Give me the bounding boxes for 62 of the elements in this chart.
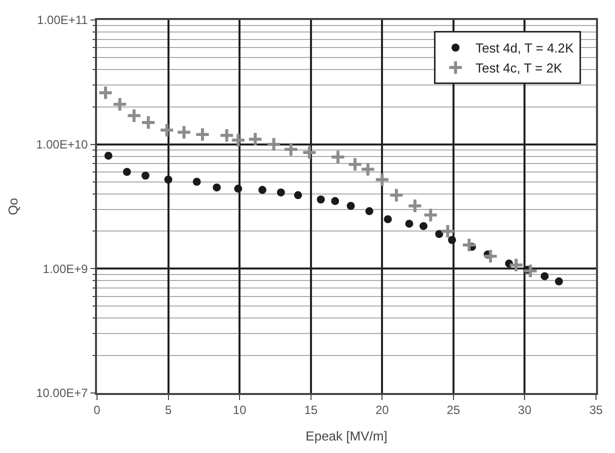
point [440,223,456,240]
point [283,142,299,158]
legend-label: Test 4d, T = 4.2K [476,40,574,56]
point [461,237,477,253]
x-tick-label: 35 [589,403,603,418]
point [212,183,221,192]
point [522,263,538,279]
x-tick-label: 25 [446,403,460,418]
point [422,207,438,223]
point [164,176,172,184]
point [126,108,142,124]
point [302,144,318,160]
point [407,198,423,214]
point [508,257,524,273]
y-tick-label: 1.00E+11 [37,13,88,28]
y-axis-title: Qo [6,198,21,216]
point [316,196,325,204]
point [331,197,340,206]
y-tick-label: 1.00E+10 [36,138,88,152]
point [258,186,266,194]
point [194,126,210,142]
point [374,172,390,188]
point [294,191,302,200]
x-tick-label: 15 [304,403,318,418]
point [176,124,192,140]
point [419,222,428,230]
x-tick-label: 10 [232,403,247,418]
point [112,96,128,112]
x-tick-label: 0 [94,403,101,418]
point [140,114,156,130]
point [218,128,235,144]
legend-label: Test 4c, T = 2K [476,60,562,76]
point [234,184,242,193]
point [247,131,264,147]
point [388,187,404,203]
point [448,236,456,244]
point [384,215,392,224]
point [554,277,563,286]
x-tick-label: 30 [518,403,532,418]
point [405,220,414,228]
point [346,202,355,210]
x-tick-label: 5 [164,403,172,418]
point [159,122,175,138]
point [435,230,444,238]
point [347,156,363,172]
point [104,152,112,160]
point [266,136,282,152]
point [482,248,498,264]
point [276,188,285,196]
y-tick-label: 1.00E+9 [42,262,88,276]
point [141,172,150,180]
point [365,207,374,216]
point [330,149,346,165]
point [192,178,201,186]
point [360,161,376,178]
point [230,132,246,148]
point [122,168,131,176]
y-tick-label: 10.00E+7 [36,386,88,400]
x-axis-title: Epeak [MV/m] [306,428,388,444]
point [540,272,549,280]
x-tick-label: 20 [375,403,390,418]
point [98,84,114,101]
